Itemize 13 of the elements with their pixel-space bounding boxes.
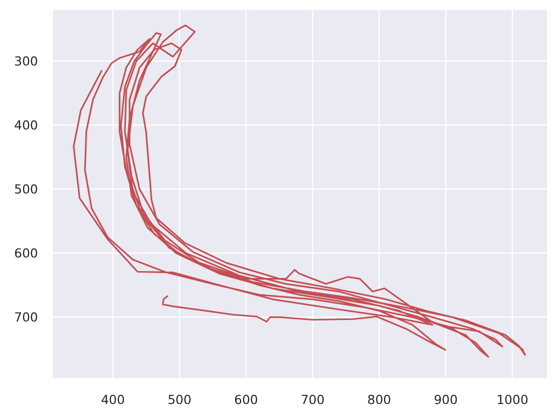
x-tick-label: 900 xyxy=(434,392,458,407)
y-tick-label: 500 xyxy=(14,182,38,197)
x-tick-label: 800 xyxy=(367,392,392,407)
y-tick-label: 600 xyxy=(14,246,38,261)
x-tick-label: 700 xyxy=(300,392,325,407)
line-series xyxy=(72,24,526,358)
x-tick-label: 600 xyxy=(234,392,258,407)
y-tick-label: 400 xyxy=(14,118,38,133)
x-tick-label: 400 xyxy=(100,392,125,407)
y-tick-label: 700 xyxy=(14,310,38,325)
x-tick-label: 1000 xyxy=(496,392,528,407)
y-tick-label: 300 xyxy=(14,54,38,69)
x-tick-label: 500 xyxy=(168,392,192,407)
